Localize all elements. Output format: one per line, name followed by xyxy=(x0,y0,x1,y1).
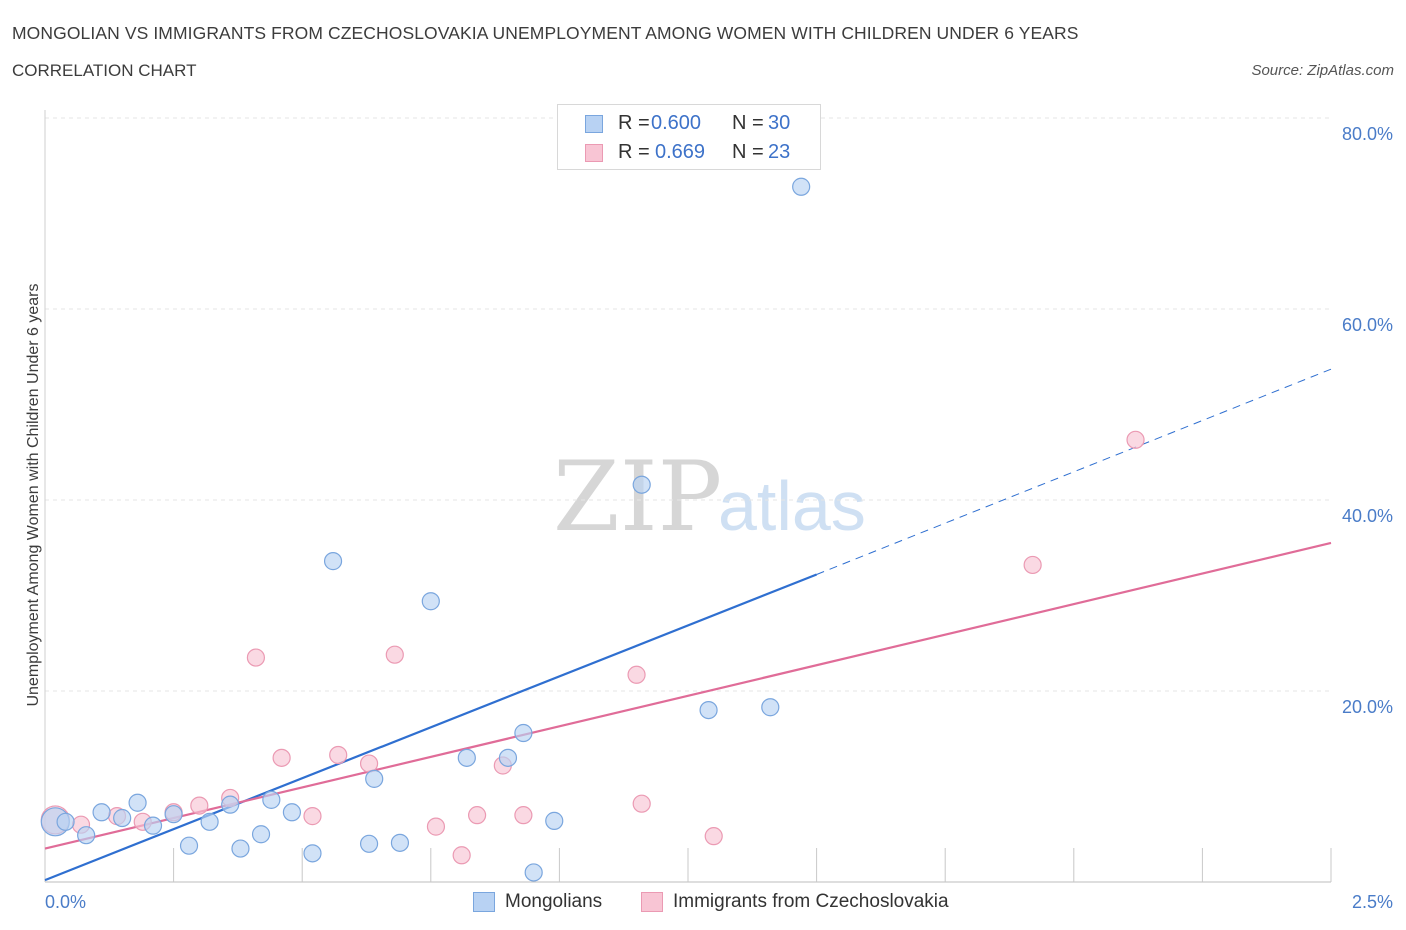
x-tick-label-end: 2.5% xyxy=(1352,892,1393,912)
point-mongolians xyxy=(128,793,147,812)
legend-n-value: 23 xyxy=(768,141,791,163)
point-mongolians xyxy=(359,834,379,853)
point-czechoslovakia xyxy=(246,648,266,667)
trend-lines xyxy=(44,368,1332,882)
point-czechoslovakia xyxy=(514,806,533,825)
point-mongolians xyxy=(421,592,440,611)
point-mongolians xyxy=(699,700,718,720)
point-czechoslovakia xyxy=(1023,555,1042,575)
tick-labels: 20.0% 40.0% 60.0% 80.0% 0.0% 2.5% xyxy=(45,124,1393,912)
point-mongolians xyxy=(262,790,281,809)
point-mongolians xyxy=(524,863,543,882)
trend-line-mongolians xyxy=(44,573,818,882)
point-czechoslovakia xyxy=(190,796,209,815)
axes xyxy=(44,110,1332,883)
series-name: Immigrants from Czechoslovakia xyxy=(673,891,949,912)
point-mongolians xyxy=(761,698,780,717)
point-mongolians xyxy=(365,769,384,788)
legend-row-czechoslovakia: R = 0.669 N = 23 xyxy=(558,138,820,168)
point-czechoslovakia xyxy=(627,665,646,684)
watermark-zip: ZIP xyxy=(553,441,722,553)
y-tick-label: 40.0% xyxy=(1342,506,1393,526)
legend-row-mongolians: R = 0.600 N = 30 xyxy=(558,109,820,139)
point-mongolians xyxy=(113,808,132,828)
watermark-atlas: atlas xyxy=(718,467,866,545)
point-czechoslovakia xyxy=(329,745,348,765)
legend-swatch-blue xyxy=(585,115,603,133)
point-mongolians xyxy=(514,723,533,743)
y-tick-label: 60.0% xyxy=(1342,315,1393,335)
point-mongolians xyxy=(251,825,271,844)
legend-swatch-pink xyxy=(585,144,603,162)
trend-line-mongolians-extension xyxy=(816,368,1332,575)
point-czechoslovakia xyxy=(359,754,379,773)
legend-r-value: 0.600 xyxy=(651,112,702,134)
point-mongolians xyxy=(77,826,96,845)
point-czechoslovakia xyxy=(1126,430,1145,449)
point-mongolians xyxy=(323,552,343,571)
legend-r-label: R = xyxy=(618,112,650,134)
point-mongolians xyxy=(56,812,75,831)
point-czechoslovakia xyxy=(704,827,723,846)
point-mongolians xyxy=(545,811,564,830)
point-mongolians xyxy=(282,803,302,822)
legend-n-label: N = xyxy=(732,112,764,134)
y-tick-label: 20.0% xyxy=(1342,697,1393,717)
point-mongolians xyxy=(457,748,476,767)
point-mongolians xyxy=(498,748,518,767)
point-mongolians xyxy=(221,795,240,814)
point-mongolians xyxy=(792,177,811,196)
source-credit: Source: ZipAtlas.com xyxy=(1251,62,1394,79)
trend-line-czechoslovakia xyxy=(44,541,1332,850)
point-czechoslovakia xyxy=(426,817,446,836)
point-mongolians xyxy=(632,475,651,494)
y-tick-label: 80.0% xyxy=(1342,124,1393,144)
chart-title: MONGOLIAN VS IMMIGRANTS FROM CZECHOSLOVA… xyxy=(12,23,1079,43)
point-czechoslovakia xyxy=(272,748,291,767)
series-legend: Mongolians Immigrants from Czechoslovaki… xyxy=(0,890,1406,916)
point-mongolians xyxy=(200,812,219,831)
chart-subtitle: CORRELATION CHART xyxy=(12,61,197,80)
point-czechoslovakia xyxy=(385,645,404,664)
data-points xyxy=(40,177,1145,882)
series-swatch-pink xyxy=(641,892,663,912)
point-czechoslovakia xyxy=(467,806,487,825)
legend-n-value: 30 xyxy=(768,112,791,134)
grid-lines xyxy=(45,117,1331,692)
legend-n-label: N = xyxy=(732,141,764,163)
series-swatch-blue xyxy=(473,892,495,912)
point-mongolians xyxy=(164,805,183,824)
series-name: Mongolians xyxy=(505,891,603,912)
point-mongolians xyxy=(303,844,322,863)
point-czechoslovakia xyxy=(632,794,651,813)
point-mongolians xyxy=(143,816,163,835)
watermark: ZIP atlas xyxy=(553,441,866,553)
point-mongolians xyxy=(179,836,199,855)
correlation-legend: R = 0.600 N = 30 R = 0.669 N = 23 xyxy=(557,104,821,170)
point-mongolians xyxy=(92,803,111,822)
point-mongolians xyxy=(231,839,250,858)
x-tick-label-start: 0.0% xyxy=(45,892,86,912)
legend-r-value: 0.669 xyxy=(655,141,706,163)
point-czechoslovakia xyxy=(452,846,471,865)
legend-r-label: R = xyxy=(618,141,650,163)
point-mongolians xyxy=(390,833,410,852)
y-axis-title: Unemployment Among Women with Children U… xyxy=(25,283,42,706)
point-czechoslovakia xyxy=(303,807,322,826)
